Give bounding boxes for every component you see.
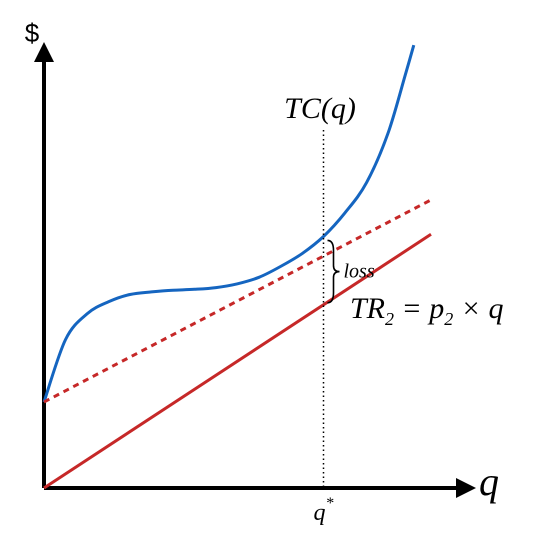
q-star-superscript: * xyxy=(326,495,334,512)
series-layer xyxy=(42,44,432,490)
dashed-revenue-line xyxy=(43,198,432,404)
loss-label: loss xyxy=(344,261,375,283)
brace xyxy=(327,239,340,304)
series-line-tc xyxy=(42,44,416,403)
tr-label-eq: = p xyxy=(394,292,444,325)
tr-label-sub: 2 xyxy=(385,309,394,329)
y-axis-label: $ xyxy=(25,18,40,48)
tc-label: TC(q) xyxy=(284,92,356,125)
x-axis-label: q xyxy=(479,459,499,504)
q-star-label: q* xyxy=(314,495,334,526)
axes: $ q xyxy=(25,18,499,504)
q-star-q: q xyxy=(314,500,326,526)
series-line-tr2 xyxy=(43,233,432,490)
tr-label-sub2: 2 xyxy=(444,309,453,329)
tr-label-main: TR xyxy=(350,292,385,325)
tr-label-times: × q xyxy=(453,292,503,325)
loss-brace: loss xyxy=(327,239,375,304)
tr-label: TR2 = p2 × q xyxy=(350,292,504,329)
